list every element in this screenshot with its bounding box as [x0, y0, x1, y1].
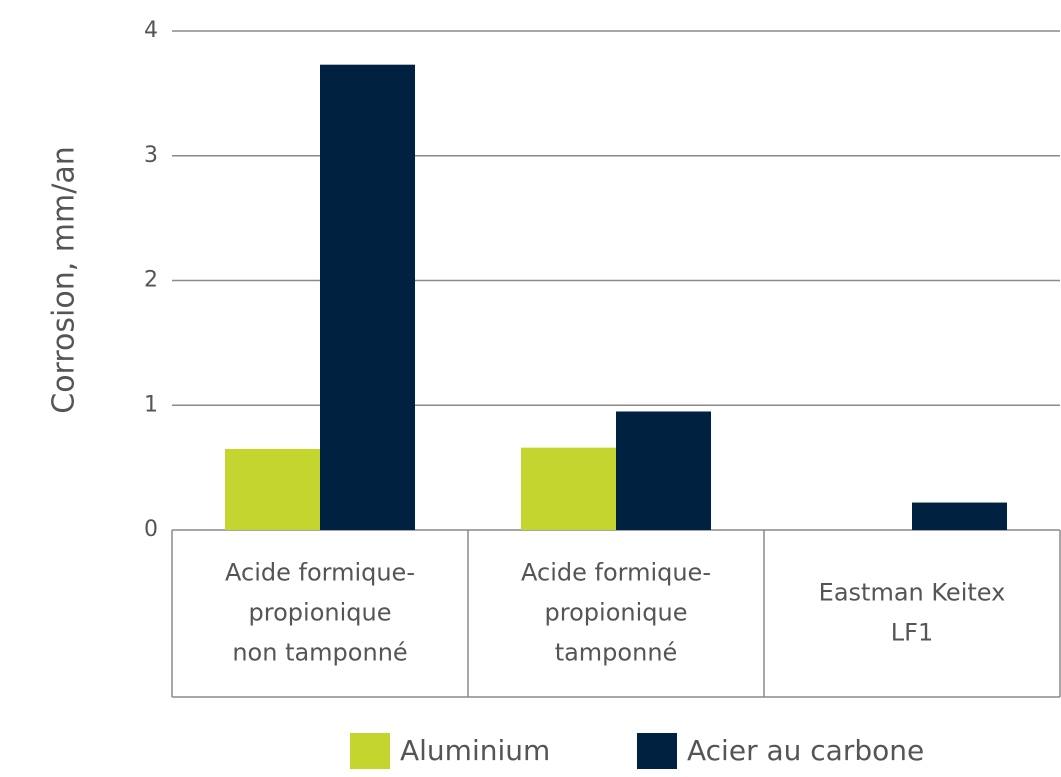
bar [521, 447, 616, 530]
y-tick-label: 2 [144, 268, 158, 293]
x-tick-label: Acide formique- [225, 559, 415, 587]
x-tick-label: propionique [249, 599, 392, 627]
y-tick-label: 4 [144, 18, 158, 43]
legend-label: Aluminium [400, 734, 550, 767]
legend-swatch [350, 733, 390, 769]
y-tick-label: 0 [144, 517, 158, 542]
x-tick-label: non tamponné [232, 639, 407, 667]
y-tick-label: 3 [144, 143, 158, 168]
x-tick-label: propionique [545, 599, 688, 627]
x-tick-label: LF1 [891, 619, 933, 647]
x-tick-label: Acide formique- [521, 559, 711, 587]
legend-label: Acier au carbone [687, 734, 924, 767]
bar [320, 64, 415, 531]
x-tick-label: Eastman Keitex [819, 579, 1006, 607]
x-tick-label: tamponné [555, 639, 678, 667]
y-axis-label: Corrosion, mm/an [47, 146, 82, 414]
bar [616, 411, 711, 530]
bar [912, 502, 1007, 530]
y-tick-label: 1 [144, 392, 158, 417]
bar [225, 448, 320, 530]
legend-swatch [637, 733, 677, 769]
